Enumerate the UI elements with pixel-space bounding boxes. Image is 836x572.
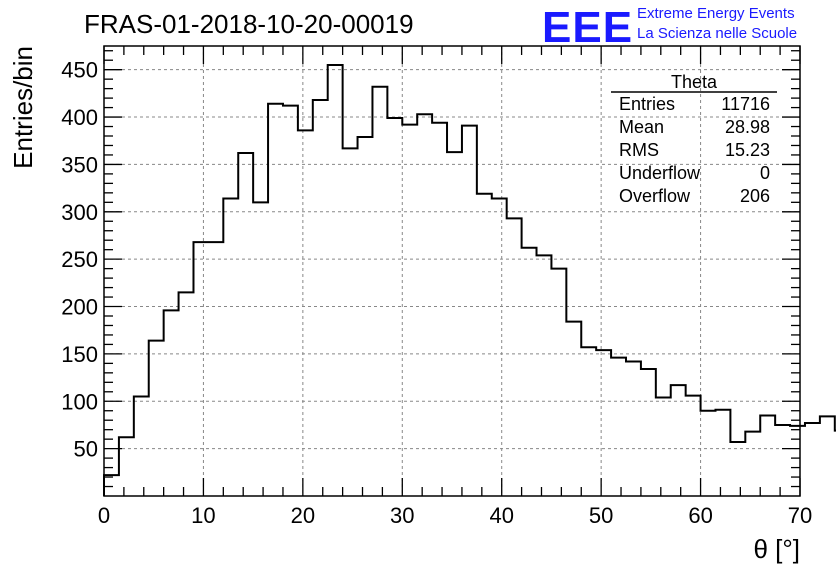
histogram-bin [402,125,417,496]
histogram-bin [179,292,194,496]
stats-value: 15.23 [725,140,770,160]
histogram-bin [507,218,522,496]
x-tick-label: 70 [788,503,812,528]
histogram-bin [343,148,358,496]
histogram-bin [104,475,119,496]
stats-value: 0 [760,163,770,183]
stats-value: 11716 [721,94,770,114]
histogram-bin [671,385,686,496]
histogram-bin [775,425,790,496]
y-tick-label: 400 [61,105,98,130]
logo-line-2: La Scienza nelle Scuole [637,25,797,42]
histogram-bin [611,358,626,496]
y-tick-label: 450 [61,58,98,83]
logo-mark: EEE [542,3,633,52]
histogram-bin [313,100,328,496]
x-tick-label: 20 [291,503,315,528]
histogram-bin [745,432,760,496]
x-tick-label: 30 [390,503,414,528]
histogram-outline [103,63,836,496]
histogram-bin [626,361,641,496]
y-tick-label: 200 [61,295,98,320]
histogram-bin [656,397,671,496]
x-tick-labels: 0 10 20 30 40 50 60 70 [98,503,812,528]
x-axis-title: θ [°] [753,534,800,564]
eee-logo: EEE Extreme Energy Events La Scienza nel… [542,3,797,52]
histogram-bin [820,416,835,496]
histogram-bin [551,269,566,496]
histogram-bin [715,410,730,496]
histogram-bin [208,242,223,496]
stats-label: RMS [619,140,659,160]
histogram-bin [581,347,596,496]
histogram-bin [358,137,373,496]
histogram-bin [447,152,462,496]
plot-frame [103,45,801,497]
histogram-bin [119,437,134,496]
histogram-bin [462,126,477,496]
x-tick-label: 0 [98,503,110,528]
histogram-bin [387,118,402,496]
stats-value: 28.98 [725,117,770,137]
y-tick-label: 300 [61,200,98,225]
stats-label: Overflow [619,186,691,206]
histogram-bin [537,255,552,496]
histogram-bin [149,341,164,496]
histogram-bars [103,63,836,496]
histogram-bin [477,194,492,496]
y-tick-label: 350 [61,152,98,177]
stats-box: Theta Entries 11716 Mean 28.98 RMS 15.23 Under… [611,72,777,206]
y-tick-labels: 50 100 150 200 250 300 350 400 450 [61,58,98,462]
histogram-bin [760,415,775,496]
histogram-bin [328,65,343,496]
x-tick-label: 60 [688,503,712,528]
histogram-bin [790,426,805,496]
histogram-bin [134,397,149,496]
histogram-bin [701,411,716,496]
histogram-bin [193,242,208,496]
histogram-bin [492,199,507,496]
histogram-bin [283,106,298,496]
histogram-bin [268,104,283,496]
stats-value: 206 [740,186,770,206]
histogram-bin [641,369,656,496]
histogram-bin [223,199,238,496]
y-tick-label: 250 [61,247,98,272]
histogram-bin [805,423,820,496]
stats-label: Entries [619,94,675,114]
x-tick-label: 50 [589,503,613,528]
histogram-bin [298,130,313,496]
logo-line-1: Extreme Energy Events [637,5,795,22]
histogram-bin [164,310,179,496]
y-tick-label: 50 [74,437,98,462]
x-tick-label: 10 [191,503,215,528]
histogram-bin [566,322,581,496]
histogram-bin [686,396,701,496]
histogram-bin [596,350,611,496]
stats-label: Underflow [619,163,701,183]
x-tick-label: 40 [489,503,513,528]
stats-label: Mean [619,117,664,137]
histogram-bin [432,123,447,496]
chart-title: FRAS-01-2018-10-20-00019 [84,9,414,39]
histogram-bin [238,153,253,496]
histogram-bin [253,202,268,496]
stats-box-title: Theta [671,72,718,92]
y-tick-label: 100 [61,389,98,414]
grid-lines [104,46,800,496]
histogram-bin [372,87,387,496]
y-axis-title: Entries/bin [8,46,38,169]
histogram-bin [417,114,432,496]
y-tick-label: 150 [61,342,98,367]
histogram-bin [730,442,745,496]
histogram-bin [522,248,537,496]
